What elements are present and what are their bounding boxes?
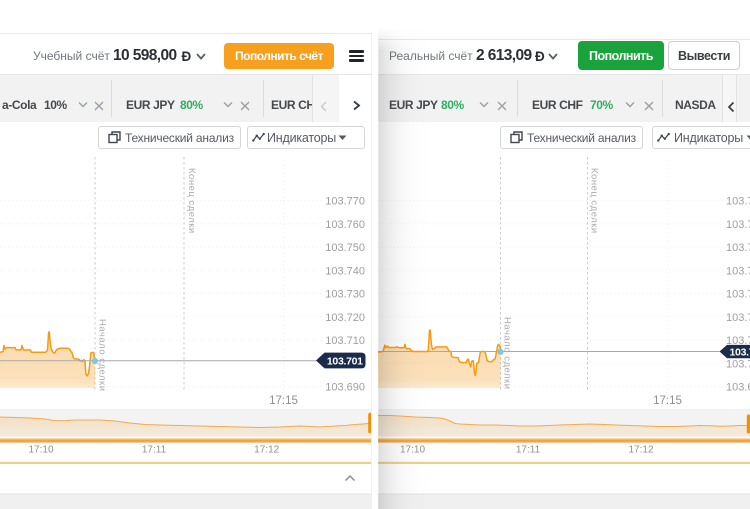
svg-text:17:15: 17:15	[269, 395, 298, 407]
svg-text:103.740: 103.740	[726, 265, 750, 277]
svg-text:17:12: 17:12	[254, 445, 279, 456]
svg-text:103.760: 103.760	[325, 219, 365, 231]
svg-text:103.690: 103.690	[726, 382, 750, 394]
svg-text:Начало сделки: Начало сделки	[97, 319, 108, 392]
svg-text:Начало сделки: Начало сделки	[502, 317, 513, 390]
svg-text:103.770: 103.770	[726, 196, 750, 208]
svg-text:103.770: 103.770	[325, 196, 365, 208]
svg-text:17:12: 17:12	[628, 445, 653, 456]
svg-text:17:11: 17:11	[516, 445, 541, 456]
svg-text:103.720: 103.720	[325, 312, 365, 324]
svg-text:103.750: 103.750	[325, 242, 365, 254]
svg-text:103.740: 103.740	[325, 265, 365, 277]
svg-text:Конец сделки: Конец сделки	[589, 168, 600, 234]
svg-text:103.730: 103.730	[325, 289, 365, 301]
svg-text:103.710: 103.710	[726, 335, 750, 347]
svg-text:103.750: 103.750	[726, 242, 750, 254]
svg-text:103.760: 103.760	[726, 219, 750, 231]
svg-text:103.705: 103.705	[730, 346, 750, 358]
svg-text:103.701: 103.701	[327, 355, 363, 367]
svg-text:103.710: 103.710	[325, 335, 365, 347]
svg-text:103.720: 103.720	[726, 312, 750, 324]
svg-text:103.730: 103.730	[726, 289, 750, 301]
svg-text:17:10: 17:10	[28, 445, 53, 456]
svg-text:103.700: 103.700	[726, 358, 750, 370]
svg-text:17:11: 17:11	[142, 445, 167, 456]
svg-text:103.690: 103.690	[325, 382, 365, 394]
svg-text:17:10: 17:10	[400, 445, 425, 456]
svg-text:17:15: 17:15	[653, 395, 682, 407]
svg-text:Конец сделки: Конец сделки	[186, 168, 197, 234]
